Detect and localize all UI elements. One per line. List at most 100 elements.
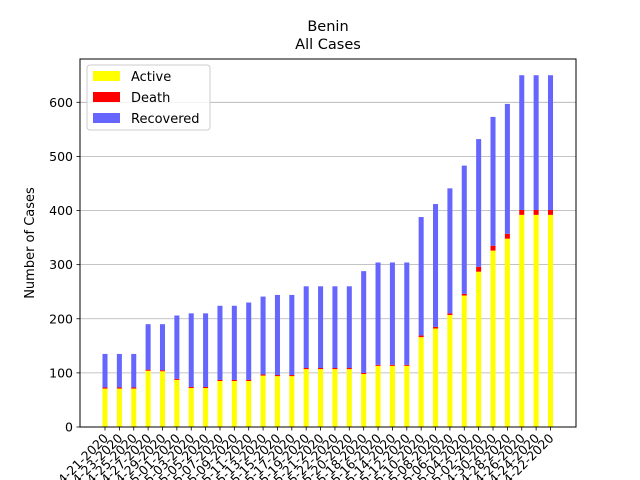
bar-death-05-07-2020	[332, 368, 338, 370]
bar-active-04-26-2020	[174, 379, 180, 427]
bar-death-05-04-2020	[289, 375, 295, 377]
legend-swatch-recovered	[93, 113, 120, 123]
bar-death-05-16-2020	[461, 293, 467, 296]
bar-death-05-11-2020	[389, 364, 395, 366]
y-tick-label: 400	[49, 203, 73, 218]
bar-death-05-01-2020	[246, 379, 252, 381]
bar-active-04-21-2020	[102, 388, 108, 427]
bar-death-04-23-2020	[131, 387, 137, 389]
bar-active-04-23-2020	[131, 388, 137, 427]
y-tick-label: 300	[49, 257, 73, 272]
bar-death-04-30-2020	[231, 379, 237, 381]
bar-recovered-04-27-2020	[188, 313, 194, 387]
bar-death-05-05-2020	[303, 368, 309, 370]
bar-recovered-05-16-2020	[461, 165, 467, 294]
legend-label-active: Active	[131, 70, 171, 85]
bar-death-04-29-2020	[217, 379, 223, 381]
chart-subtitle: All Cases	[295, 37, 361, 53]
bar-active-05-05-2020	[303, 369, 309, 427]
y-tick-label: 0	[65, 420, 73, 435]
bar-active-05-11-2020	[389, 365, 395, 427]
bar-death-04-21-2020	[102, 387, 108, 389]
bar-active-04-24-2020	[145, 370, 151, 427]
chart-title: Benin	[307, 19, 348, 35]
bar-death-04-28-2020	[203, 386, 209, 389]
bar-active-05-14-2020	[433, 328, 439, 427]
bar-recovered-05-10-2020	[375, 262, 381, 365]
bar-recovered-05-17-2020	[476, 139, 482, 267]
x-axis-ticks: 04-21-202004-23-202004-25-202004-27-2020…	[49, 427, 557, 480]
bar-active-05-12-2020	[404, 365, 410, 427]
bar-death-05-15-2020	[447, 313, 453, 315]
bar-recovered-04-24-2020	[145, 324, 151, 370]
bars	[102, 75, 554, 427]
bar-death-05-09-2020	[361, 372, 367, 374]
bar-death-04-26-2020	[174, 378, 180, 380]
bar-active-05-17-2020	[476, 271, 482, 427]
bar-death-05-06-2020	[318, 368, 324, 370]
bar-active-05-15-2020	[447, 314, 453, 427]
bar-death-05-12-2020	[404, 364, 410, 366]
bar-recovered-04-30-2020	[231, 305, 237, 380]
bar-death-05-08-2020	[346, 368, 352, 370]
bar-recovered-05-07-2020	[332, 286, 338, 369]
bar-active-05-16-2020	[461, 295, 467, 427]
bar-recovered-05-22-2020	[547, 75, 554, 210]
bar-death-05-13-2020	[418, 335, 424, 338]
bar-recovered-04-29-2020	[217, 305, 223, 380]
bar-recovered-04-25-2020	[159, 324, 165, 371]
bar-death-05-10-2020	[375, 364, 381, 366]
bar-active-05-18-2020	[490, 250, 496, 427]
bar-active-05-02-2020	[260, 375, 266, 427]
bar-recovered-05-15-2020	[447, 188, 453, 314]
bar-recovered-05-12-2020	[404, 262, 410, 365]
bar-active-05-22-2020	[547, 214, 554, 427]
bar-death-05-21-2020	[533, 209, 539, 215]
bar-active-04-30-2020	[231, 381, 237, 427]
bar-recovered-05-03-2020	[274, 294, 280, 376]
bar-active-05-07-2020	[332, 369, 338, 427]
bar-death-05-17-2020	[476, 266, 482, 272]
bar-death-05-20-2020	[519, 209, 525, 215]
bar-death-04-24-2020	[145, 369, 151, 371]
bar-death-04-25-2020	[159, 370, 165, 372]
bar-recovered-05-09-2020	[361, 271, 367, 373]
bar-active-04-25-2020	[159, 371, 165, 427]
bar-recovered-05-05-2020	[303, 286, 309, 369]
bar-active-05-06-2020	[318, 369, 324, 427]
bar-active-05-21-2020	[533, 214, 539, 427]
y-tick-label: 500	[49, 149, 73, 164]
legend-label-death: Death	[131, 91, 170, 106]
y-tick-label: 100	[49, 365, 73, 380]
bar-active-05-19-2020	[504, 238, 510, 427]
y-tick-label: 200	[49, 311, 73, 326]
bar-death-04-27-2020	[188, 386, 194, 389]
bar-active-04-22-2020	[116, 388, 122, 427]
bar-recovered-05-06-2020	[318, 286, 324, 369]
bar-recovered-05-18-2020	[490, 116, 496, 246]
y-axis-ticks: 0 100 200 300 400 500 600	[49, 95, 80, 435]
axes-frame	[79, 58, 577, 428]
bar-active-05-13-2020	[418, 337, 424, 427]
bar-recovered-05-14-2020	[433, 204, 439, 327]
bar-recovered-05-19-2020	[504, 103, 510, 234]
bar-active-04-28-2020	[203, 388, 209, 427]
bar-death-05-02-2020	[260, 374, 266, 376]
bar-recovered-05-21-2020	[533, 75, 539, 210]
bar-death-05-22-2020	[547, 209, 554, 215]
bar-death-05-18-2020	[490, 245, 496, 251]
bar-active-05-03-2020	[274, 376, 280, 427]
legend-swatch-active	[93, 71, 120, 81]
bar-recovered-05-20-2020	[519, 75, 525, 210]
bar-active-04-29-2020	[217, 381, 223, 427]
bar-active-04-27-2020	[188, 388, 194, 427]
bar-active-05-09-2020	[361, 373, 367, 427]
bar-recovered-04-21-2020	[102, 353, 108, 388]
bar-death-05-14-2020	[433, 326, 439, 329]
bar-recovered-05-02-2020	[260, 296, 266, 375]
bar-active-05-20-2020	[519, 214, 525, 427]
y-tick-label: 600	[49, 95, 73, 110]
legend: Active Death Recovered	[86, 64, 211, 131]
bar-death-05-19-2020	[504, 233, 510, 239]
